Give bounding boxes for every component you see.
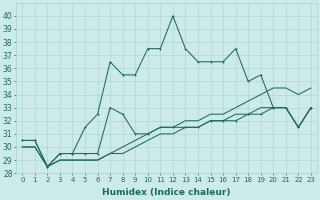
X-axis label: Humidex (Indice chaleur): Humidex (Indice chaleur)	[102, 188, 231, 197]
